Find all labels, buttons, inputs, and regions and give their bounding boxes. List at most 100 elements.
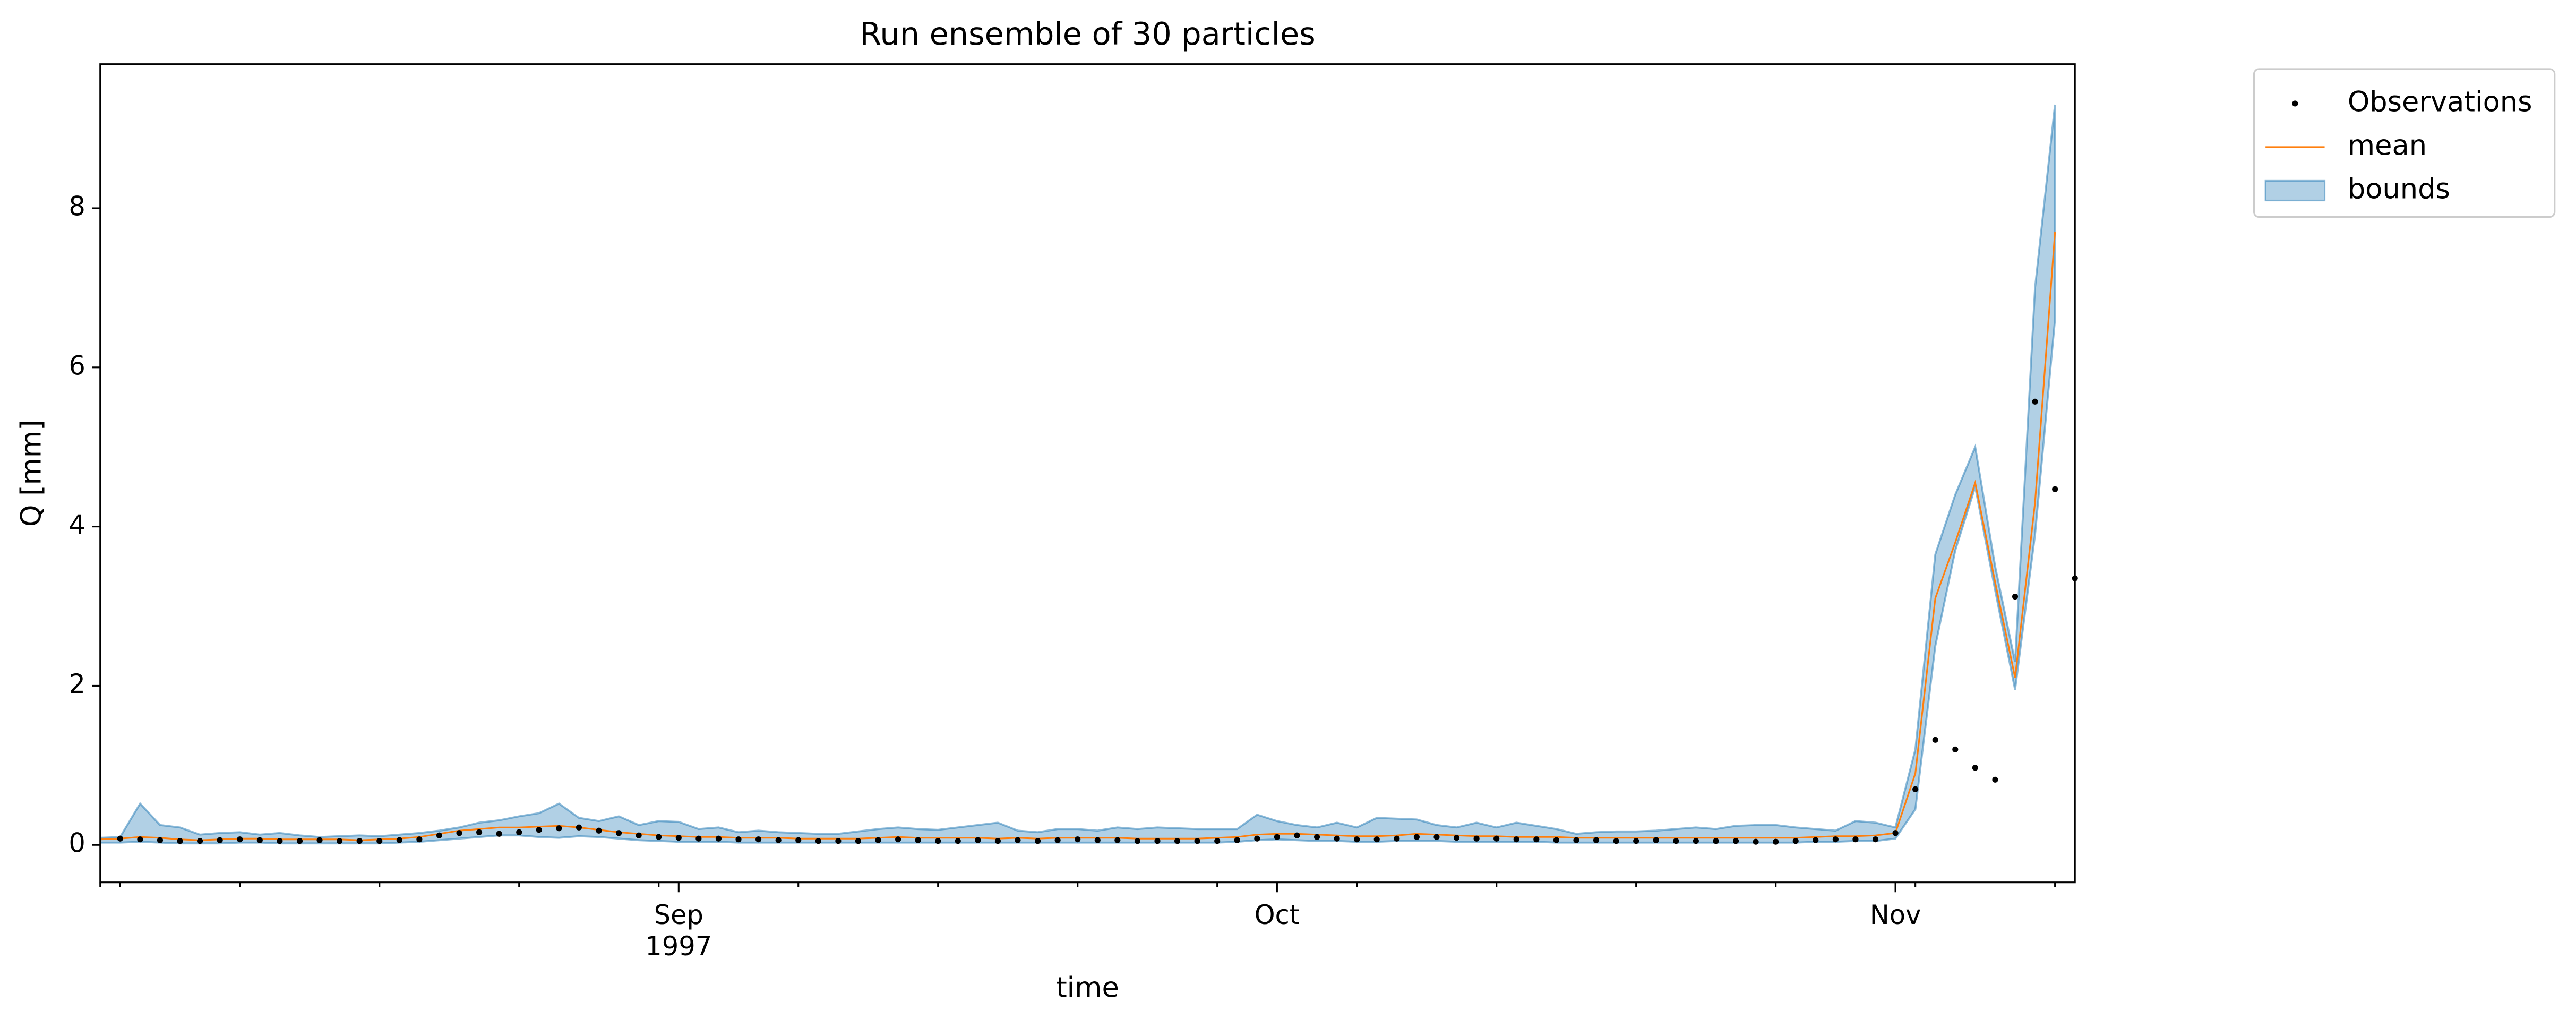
observation-point	[795, 837, 802, 843]
observation-point	[1313, 834, 1320, 840]
observation-point	[1832, 836, 1839, 843]
observation-point	[875, 837, 881, 843]
observation-point	[356, 838, 363, 844]
observation-point	[576, 824, 582, 831]
observation-point	[1214, 838, 1221, 844]
observation-point	[456, 830, 462, 836]
observation-point	[1613, 838, 1619, 844]
observation-point	[476, 829, 483, 835]
observation-point	[855, 838, 861, 844]
observation-point	[536, 827, 542, 833]
legend-box	[2253, 68, 2556, 218]
observation-point	[616, 830, 622, 836]
observation-point	[1673, 838, 1679, 844]
observation-point	[1234, 837, 1240, 843]
observation-point	[516, 829, 522, 835]
observation-point	[137, 836, 143, 843]
y-tick-label: 0	[68, 828, 85, 859]
observation-point	[217, 837, 223, 843]
observation-point	[1054, 837, 1061, 843]
observation-point	[117, 835, 123, 842]
chart-title: Run ensemble of 30 particles	[860, 15, 1315, 52]
observation-point	[636, 832, 642, 838]
observation-point	[935, 838, 941, 844]
observation-point	[1334, 835, 1340, 842]
observation-point	[715, 835, 722, 842]
observation-point	[1693, 838, 1699, 844]
plot-frame	[99, 63, 2076, 884]
observation-point	[396, 837, 402, 843]
x-tick-label: Sep	[654, 900, 703, 930]
observation-point	[735, 836, 742, 843]
observation-point	[675, 835, 682, 841]
observation-point	[1034, 838, 1041, 844]
observation-point	[596, 827, 602, 834]
observation-point	[2052, 486, 2058, 492]
observation-point	[1952, 746, 1959, 752]
observation-point	[1813, 837, 1819, 843]
y-axis-label: Q [mm]	[15, 420, 48, 527]
observation-point	[895, 836, 901, 843]
observation-point	[1872, 836, 1879, 843]
observation-point	[1713, 838, 1719, 844]
observation-point	[1134, 838, 1140, 844]
observation-point	[835, 838, 842, 844]
y-tick-label: 2	[68, 669, 85, 699]
observation-point	[994, 838, 1001, 844]
observation-point	[316, 837, 323, 843]
x-year-label: 1997	[645, 931, 712, 962]
x-tick-label: Oct	[1255, 900, 1300, 930]
observation-point	[1015, 837, 1021, 843]
observation-point	[1453, 835, 1460, 841]
observation-point	[1114, 837, 1121, 843]
observation-point	[1573, 837, 1579, 843]
observation-point	[1633, 838, 1639, 844]
observation-point	[376, 838, 383, 844]
observation-point	[416, 836, 423, 843]
x-axis-label: time	[1056, 971, 1119, 1004]
observation-point	[1932, 737, 1938, 743]
observation-point	[1732, 838, 1739, 844]
observation-point	[1154, 838, 1161, 844]
observation-point	[1553, 837, 1559, 843]
observation-point	[1473, 835, 1480, 842]
observation-point	[1972, 765, 1978, 771]
observation-point	[1373, 836, 1380, 843]
observation-point	[337, 838, 343, 844]
observation-point	[1593, 837, 1600, 843]
observation-point	[695, 835, 702, 842]
observation-point	[296, 838, 303, 844]
observation-point	[256, 837, 263, 843]
observation-point	[1513, 836, 1519, 843]
y-tick-label: 6	[68, 350, 85, 381]
observation-point	[1773, 838, 1779, 845]
observation-point	[1413, 834, 1420, 840]
observation-point	[2032, 398, 2038, 405]
observation-point	[2012, 593, 2019, 600]
legend-marker	[2264, 179, 2326, 202]
observation-point	[1174, 838, 1181, 844]
y-tick-label: 8	[68, 191, 85, 222]
observation-point	[1533, 836, 1540, 843]
observation-point	[755, 836, 762, 843]
observation-point	[1653, 837, 1659, 843]
observation-point	[197, 838, 203, 844]
observation-point	[1354, 836, 1360, 843]
legend-label: bounds	[2348, 173, 2450, 206]
observation-point	[1892, 830, 1899, 836]
observation-point	[1493, 835, 1500, 842]
observation-point	[1753, 838, 1759, 845]
legend-marker	[2292, 100, 2298, 107]
observation-point	[1094, 837, 1101, 843]
observation-point	[157, 837, 164, 843]
observation-point	[1254, 835, 1260, 842]
observation-point	[277, 838, 283, 844]
observation-point	[815, 838, 821, 844]
observation-point	[1912, 786, 1919, 792]
observation-point	[1792, 838, 1799, 844]
observation-point	[496, 831, 502, 837]
observation-point	[1075, 836, 1081, 843]
observation-point	[775, 837, 782, 843]
